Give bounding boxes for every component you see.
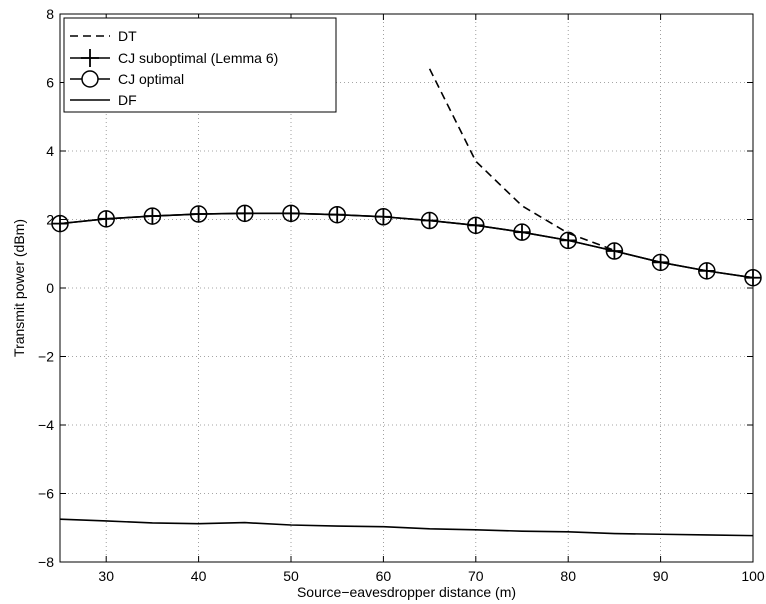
legend-label: DF [118, 92, 137, 108]
y-axis-title: Transmit power (dBm) [11, 219, 27, 357]
circle-marker [236, 204, 254, 223]
circle-marker [328, 205, 346, 224]
y-tick-label: 4 [46, 143, 54, 159]
x-tick-label: 70 [468, 568, 484, 584]
legend-circle-marker [81, 70, 99, 88]
x-tick-label: 100 [741, 568, 765, 584]
series-line [59, 212, 754, 279]
circle-marker [189, 205, 208, 223]
x-axis-title: Source−eavesdropper distance (m) [297, 584, 516, 600]
series-line [428, 68, 615, 252]
y-tick-label: −4 [38, 417, 54, 433]
grid [60, 14, 753, 562]
y-tick-label: 8 [46, 6, 54, 22]
y-tick-label: 0 [46, 280, 54, 296]
y-tick-label: −8 [38, 554, 54, 570]
series-3 [59, 518, 754, 537]
x-tick-label: 60 [376, 568, 392, 584]
x-tick-label: 80 [560, 568, 576, 584]
y-tick-label: −6 [38, 486, 54, 502]
y-tick-label: −2 [38, 349, 54, 365]
y-tick-label: 6 [46, 75, 54, 91]
legend: DT CJ suboptimal (Lemma 6) CJ optimal DF [63, 17, 337, 113]
x-tick-label: 50 [283, 568, 299, 584]
series-line [59, 518, 754, 537]
x-tick-label: 30 [98, 568, 114, 584]
x-axis-ticks: 30 40 50 60 70 80 90 100 [98, 14, 765, 584]
circle-marker [143, 207, 162, 225]
circle-marker [559, 231, 577, 250]
x-tick-label: 90 [653, 568, 669, 584]
circle-marker [282, 204, 300, 223]
circle-marker [420, 211, 439, 230]
y-tick-label: 2 [46, 212, 54, 228]
y-axis-ticks: −8 −6 −4 −2 0 2 4 6 8 [38, 6, 753, 570]
circle-marker [698, 262, 716, 280]
legend-label: CJ optimal [118, 71, 184, 87]
circle-marker [605, 242, 624, 260]
circle-marker [467, 216, 485, 235]
legend-label: CJ suboptimal (Lemma 6) [118, 50, 278, 66]
series-0 [428, 68, 615, 252]
x-tick-label: 40 [191, 568, 207, 584]
circle-marker [97, 210, 115, 228]
circle-marker [374, 208, 393, 226]
circle-marker [513, 223, 531, 241]
circle-marker [651, 253, 670, 272]
legend-label: DT [118, 28, 137, 44]
legend-box [63, 17, 337, 113]
